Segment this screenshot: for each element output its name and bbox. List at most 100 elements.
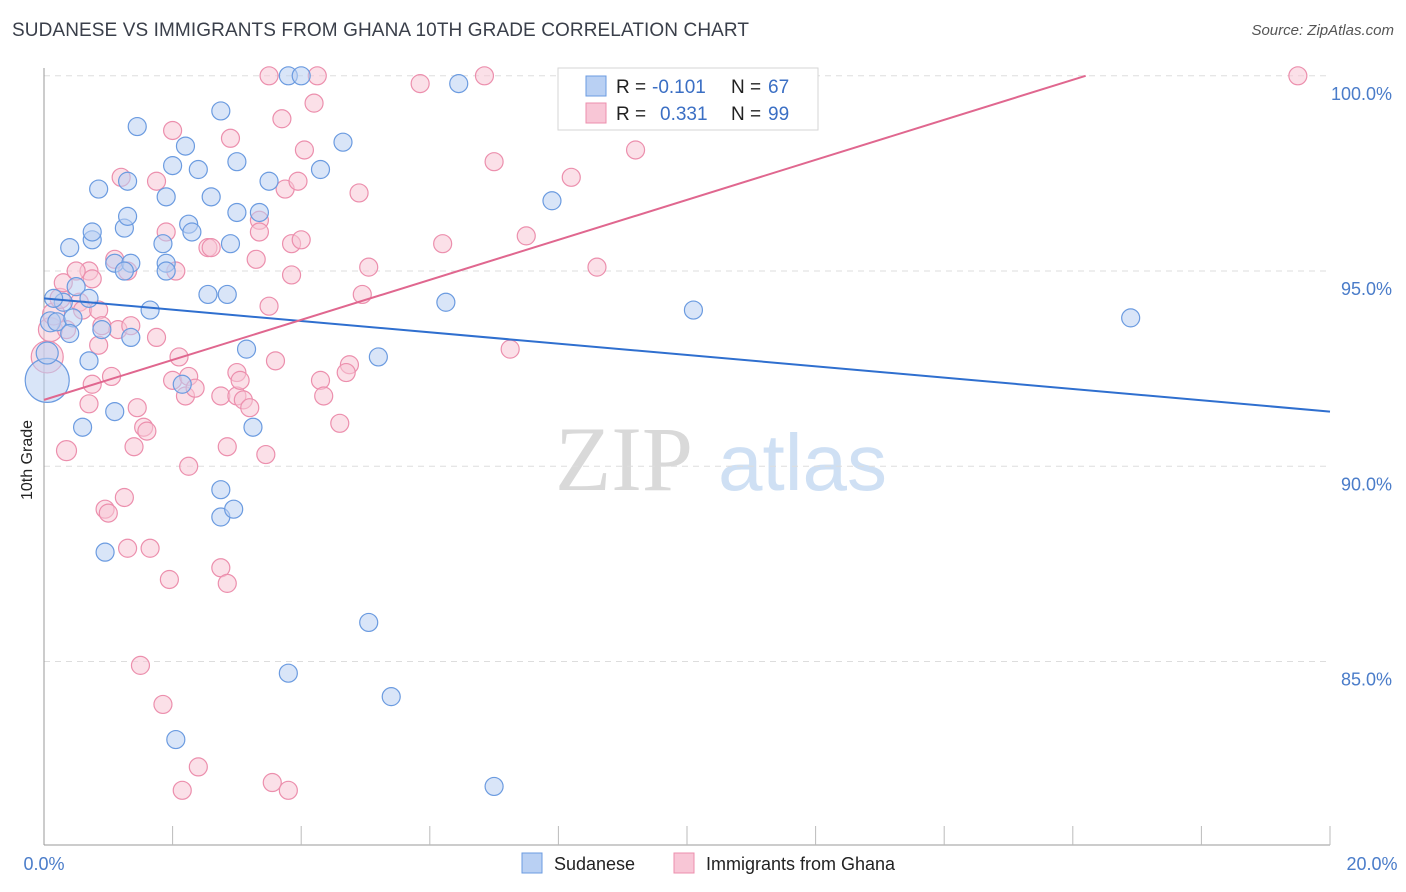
- data-point: [500, 339, 520, 359]
- data-point: [179, 456, 199, 476]
- data-point: [330, 413, 350, 433]
- legend-n-value-1: 67: [768, 77, 789, 98]
- data-point: [272, 109, 292, 129]
- data-point: [246, 249, 266, 269]
- data-point: [359, 612, 379, 633]
- data-point: [82, 222, 102, 242]
- data-point: [265, 351, 286, 371]
- legend-n-label-2: N =: [731, 104, 761, 125]
- data-point: [211, 101, 231, 121]
- data-point: [359, 257, 379, 277]
- data-point: [217, 573, 237, 593]
- data-point: [146, 171, 167, 191]
- data-point: [188, 159, 208, 180]
- y-tick-label: 100.0%: [1331, 84, 1392, 104]
- data-point: [117, 206, 138, 226]
- data-point: [259, 66, 279, 86]
- data-point: [146, 327, 167, 348]
- data-point: [105, 401, 125, 422]
- data-point: [259, 296, 279, 316]
- data-point: [156, 187, 176, 207]
- legend-r-value-1: -0.101: [652, 77, 706, 98]
- x-tick-label-max: 20.0%: [1346, 854, 1397, 874]
- data-point: [304, 93, 324, 113]
- data-point: [159, 569, 179, 590]
- data-point: [288, 171, 308, 191]
- legend-r-label-2: R =: [616, 104, 646, 125]
- data-point: [291, 230, 311, 250]
- data-point: [137, 421, 157, 441]
- legend-n-label-1: N =: [731, 77, 761, 98]
- data-point: [310, 370, 331, 390]
- data-point: [436, 292, 456, 312]
- data-point: [1121, 308, 1141, 328]
- data-point: [542, 191, 562, 211]
- data-point: [368, 347, 388, 367]
- data-point: [127, 116, 147, 137]
- data-point: [310, 159, 331, 180]
- data-point: [153, 694, 173, 715]
- legend-swatch-ghana: [585, 102, 607, 124]
- data-point: [63, 308, 83, 328]
- data-point: [121, 327, 141, 348]
- data-point: [92, 320, 112, 340]
- data-point: [156, 261, 176, 281]
- data-point: [410, 74, 430, 94]
- stats-legend: R = -0.101 N = 67 R = 0.331 N = 99: [557, 67, 819, 131]
- data-point: [249, 222, 270, 242]
- data-point: [182, 222, 202, 242]
- data-point: [683, 300, 704, 320]
- data-point: [314, 386, 334, 406]
- data-point: [211, 386, 231, 406]
- data-point: [60, 238, 80, 258]
- watermark-zip: ZIP: [555, 408, 693, 510]
- trend-line-sudanese: [43, 297, 1331, 413]
- data-point: [163, 120, 183, 141]
- data-point: [130, 655, 151, 675]
- data-point: [140, 300, 160, 320]
- data-point: [55, 440, 78, 462]
- data-point: [243, 417, 263, 437]
- data-point: [236, 339, 257, 359]
- data-point: [140, 538, 160, 558]
- data-point: [333, 132, 353, 152]
- data-point: [60, 323, 80, 344]
- data-point: [291, 66, 311, 86]
- data-point: [240, 398, 260, 418]
- legend-n-value-2: 99: [768, 104, 789, 125]
- y-axis-label: 10th Grade: [19, 420, 36, 500]
- trend-line-ghana: [43, 74, 1086, 401]
- data-point: [516, 226, 536, 246]
- x-ticks: [172, 826, 1331, 845]
- data-point: [217, 437, 237, 457]
- data-point: [172, 374, 192, 394]
- data-point: [117, 538, 138, 558]
- data-point: [220, 128, 241, 148]
- data-point: [227, 152, 247, 172]
- data-point: [153, 234, 173, 254]
- data-point: [98, 503, 118, 523]
- data-point: [201, 187, 221, 207]
- data-point: [307, 66, 327, 86]
- data-point: [89, 335, 109, 355]
- data-point: [230, 370, 250, 390]
- y-tick-labels: 85.0% 90.0% 95.0% 100.0%: [1331, 84, 1392, 690]
- data-point: [227, 202, 247, 223]
- data-point: [278, 663, 298, 683]
- data-point: [35, 341, 59, 365]
- legend-r-value-2: 0.331: [660, 104, 708, 125]
- chart-title: SUDANESE VS IMMIGRANTS FROM GHANA 10TH G…: [12, 20, 750, 41]
- data-point: [474, 66, 495, 86]
- data-point: [249, 202, 270, 223]
- gridlines: [44, 75, 1330, 662]
- bottom-swatch-ghana: [673, 852, 695, 874]
- data-point: [381, 687, 401, 707]
- data-point: [1288, 66, 1308, 86]
- series-sudanese-points: [24, 66, 1141, 797]
- data-point: [166, 729, 186, 750]
- bottom-legend-sudanese: Sudanese: [554, 854, 635, 874]
- data-point: [24, 357, 70, 403]
- y-tick-label: 90.0%: [1341, 474, 1392, 494]
- data-point: [114, 487, 134, 508]
